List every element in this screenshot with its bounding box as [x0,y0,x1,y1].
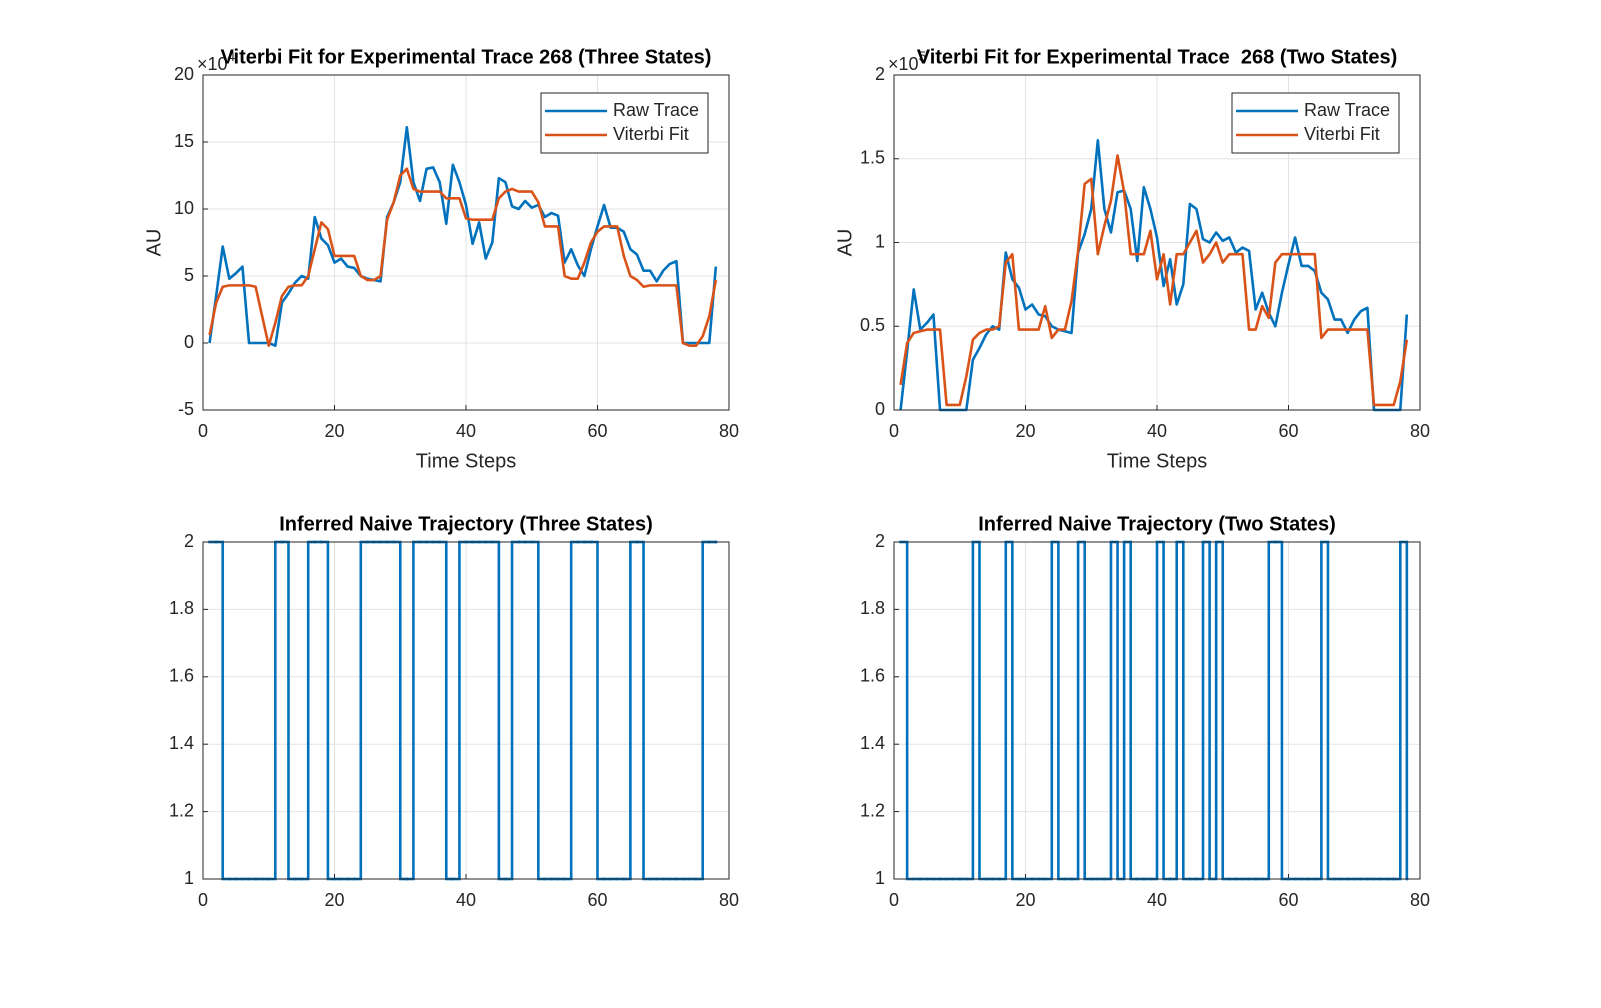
y-tick-label: 5 [184,265,194,285]
y-tick-label: 1.2 [860,800,885,820]
x-tick-label: 60 [1278,421,1298,441]
legend-label: Raw Trace [613,100,699,120]
x-tick-label: 0 [198,890,208,910]
legend-label: Viterbi Fit [1304,124,1380,144]
x-tick-label: 80 [1410,890,1430,910]
legend-box [540,92,709,154]
x-axis-label: Time Steps [1107,450,1207,472]
subplot: 0 20 40 60 80 1 1.2 1.4 1.6 1.8 2 Inferred Naive Tr… [169,513,739,909]
x-tick-label: 80 [1410,421,1430,441]
data-line [208,167,718,347]
y-tick-label: 2 [184,531,194,551]
y-axis-label: AU [834,229,856,257]
y-tick-label: 1.8 [860,598,885,618]
y-tick-label: 2 [875,64,885,84]
x-tick-label: 60 [587,421,607,441]
x-tick-label: 40 [456,421,476,441]
x-tick-label: 0 [889,890,899,910]
y-multiplier-exponent: 4 [228,48,236,64]
data-line [899,154,1409,407]
y-tick-label: 1 [875,231,885,251]
y-axis-label: AU [143,229,165,257]
y-tick-label: 0.5 [860,315,885,335]
x-tick-label: 80 [719,421,739,441]
x-tick-label: 80 [719,890,739,910]
x-tick-label: 0 [198,421,208,441]
data-line [899,139,1409,412]
legend-label: Raw Trace [1304,100,1390,120]
y-tick-label: 1.4 [860,733,885,753]
y-multiplier-base: ×10 [197,54,228,74]
chart-title: Inferred Naive Trajectory (Two States) [978,513,1336,535]
x-tick-label: 20 [324,890,344,910]
x-tick-label: 40 [1147,421,1167,441]
chart-title: Viterbi Fit for Experimental Trace 268 (… [917,46,1398,68]
axes-box [893,74,1421,411]
x-tick-label: 20 [1015,421,1035,441]
x-tick-label: 60 [587,890,607,910]
axes-box [202,74,730,411]
x-tick-label: 40 [1147,890,1167,910]
legend-box [1231,92,1400,154]
x-tick-label: 40 [456,890,476,910]
x-tick-label: 60 [1278,890,1298,910]
legend-label: Viterbi Fit [613,124,689,144]
y-multiplier-base: ×10 [888,54,919,74]
chart-title: Viterbi Fit for Experimental Trace 268 (… [221,46,712,68]
x-axis-label: Time Steps [416,450,516,472]
y-tick-label: 2 [875,531,885,551]
y-tick-label: 15 [174,131,194,151]
axes-box [893,541,1421,880]
y-tick-label: 1 [875,868,885,888]
y-tick-label: 1.8 [169,598,194,618]
y-multiplier-exponent: 5 [919,48,927,64]
y-tick-label: 0 [875,399,885,419]
subplot: 0 20 40 60 80 1 1.2 1.4 1.6 1.8 2 Inferred Naive Tr… [860,513,1430,909]
y-tick-label: 1.4 [169,733,194,753]
axes-box [202,541,730,880]
x-tick-label: 0 [889,421,899,441]
y-tick-label: 1 [184,868,194,888]
y-tick-label: 1.5 [860,148,885,168]
y-tick-label: 1.6 [860,666,885,686]
x-tick-label: 20 [1015,890,1035,910]
chart-title: Inferred Naive Trajectory (Three States) [279,513,652,535]
y-multiplier: ×104 [197,48,236,74]
y-tick-label: 0 [184,332,194,352]
y-tick-label: 1.6 [169,666,194,686]
y-tick-label: 1.2 [169,800,194,820]
y-tick-label: 10 [174,198,194,218]
y-multiplier: ×105 [888,48,927,74]
x-tick-label: 20 [324,421,344,441]
y-tick-label: -5 [178,399,194,419]
y-tick-label: 20 [174,64,194,84]
